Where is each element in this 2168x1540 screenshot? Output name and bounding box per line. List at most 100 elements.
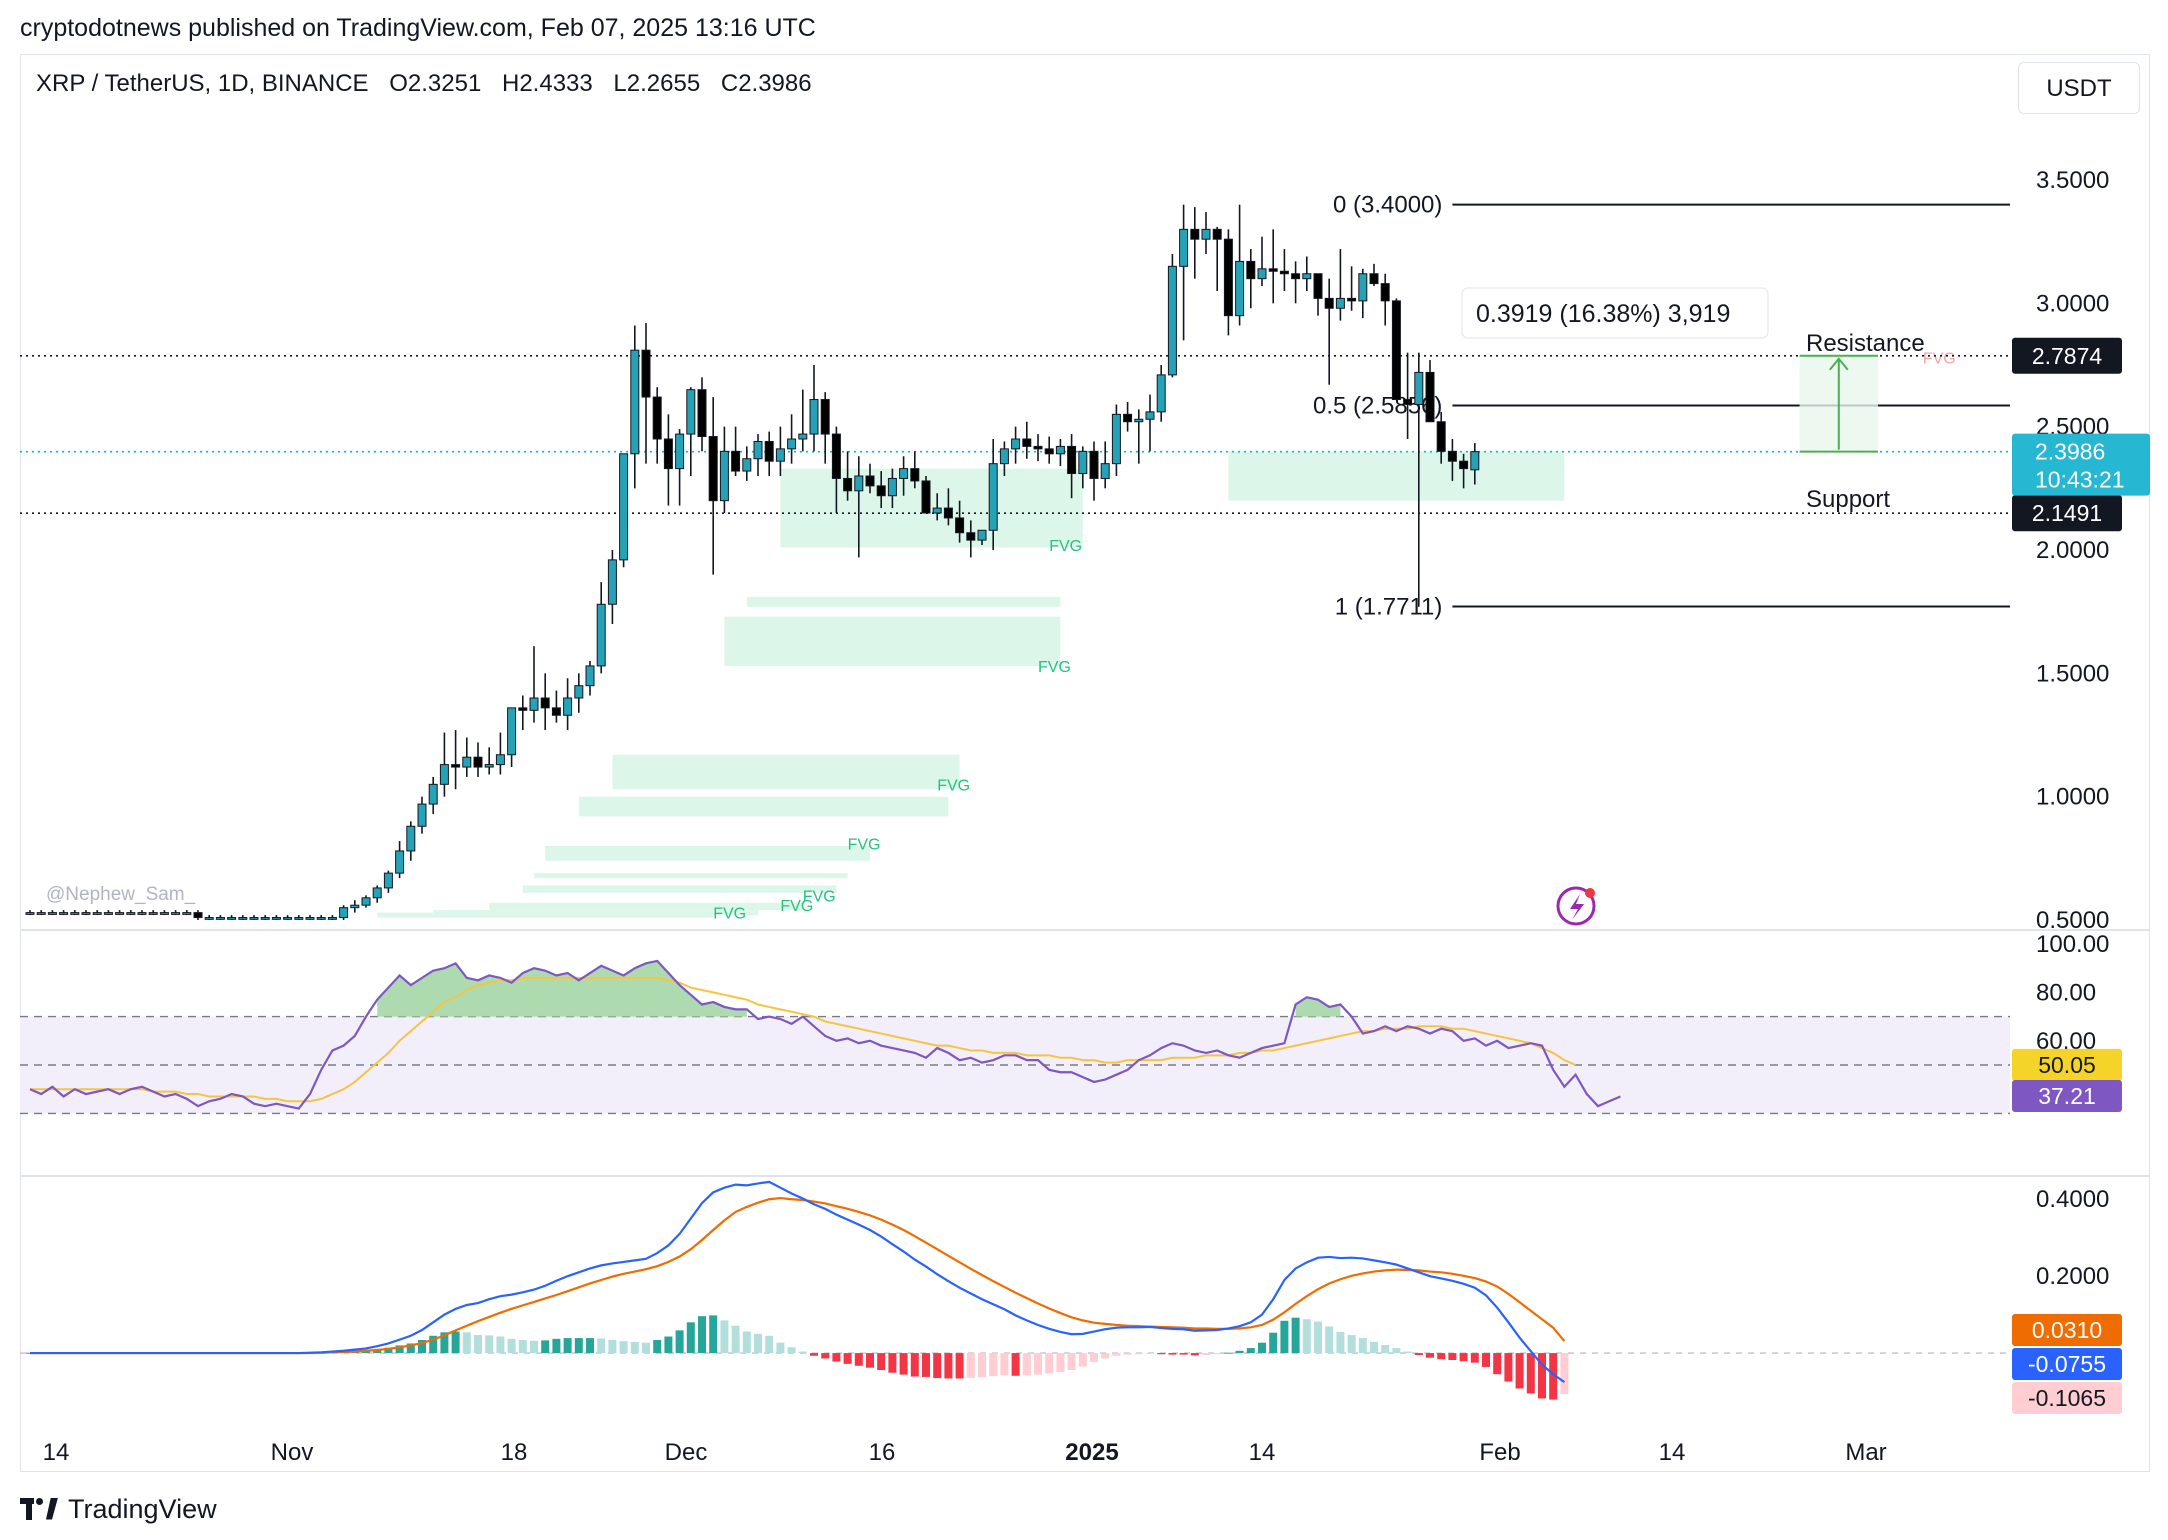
time-axis-tick: Dec — [665, 1439, 708, 1466]
price-axis-tick: 0.5000 — [2036, 907, 2109, 934]
candle-body — [495, 754, 505, 766]
candle-body — [585, 665, 595, 687]
last-price-badge-bg — [2012, 433, 2150, 496]
macd-histogram-bar — [653, 1340, 662, 1354]
macd-histogram-bar — [1168, 1353, 1177, 1355]
macd-axis-tick: 0.4000 — [2036, 1186, 2109, 1213]
macd-histogram-bar — [686, 1322, 695, 1354]
candle-body — [753, 440, 763, 460]
macd-histogram-bar — [821, 1353, 830, 1359]
candle-body — [708, 436, 718, 502]
candle-body — [1380, 283, 1390, 302]
candle-body — [1123, 413, 1133, 423]
candle-body — [809, 399, 819, 435]
candle-body — [36, 912, 46, 915]
macd-histogram-bar — [1090, 1353, 1098, 1362]
candle-body — [775, 448, 785, 462]
macd-histogram-bar — [1403, 1351, 1412, 1354]
candle-body — [831, 433, 841, 479]
symbol-pair[interactable]: XRP / TetherUS, 1D, BINANCE — [36, 70, 369, 97]
macd-histogram-bar — [776, 1342, 785, 1354]
macd-histogram-bar — [1291, 1317, 1300, 1354]
candle-body — [1055, 445, 1065, 455]
macd-histogram-bar — [1224, 1352, 1233, 1354]
candle-body — [955, 517, 965, 534]
candle-body — [395, 850, 405, 874]
candle-body — [574, 685, 584, 699]
candle-body — [876, 485, 886, 497]
macd-hist-badge-bg — [2012, 1382, 2122, 1414]
resistance-badge: 2.7874 — [2032, 343, 2103, 369]
macd-histogram-bar — [541, 1340, 550, 1354]
candle-body — [204, 917, 214, 920]
candle-body — [1313, 273, 1323, 299]
macd-histogram-bar — [787, 1347, 796, 1354]
countdown-badge: 10:43:21 — [2035, 467, 2125, 493]
candle-body — [966, 532, 976, 541]
candle-body — [607, 559, 617, 605]
time-axis-tick: 14 — [1659, 1439, 1686, 1466]
candle-body — [820, 399, 830, 435]
candle-body — [1078, 450, 1088, 475]
candle-body — [619, 453, 629, 561]
macd-histogram-bar — [496, 1336, 505, 1354]
watermark: @Nephew_Sam_ — [46, 884, 196, 905]
macd-axis-tick: 0.2000 — [2036, 1263, 2109, 1290]
candle-body — [663, 438, 673, 470]
macd-histogram-bar — [451, 1331, 460, 1354]
candle-body — [25, 912, 35, 915]
time-axis-tick: 16 — [869, 1439, 896, 1466]
macd-histogram-bar — [552, 1338, 561, 1354]
candle-body — [59, 912, 69, 915]
macd-histogram-bar — [1325, 1326, 1334, 1354]
macd-histogram-bar — [731, 1325, 740, 1354]
fvg-zone — [578, 796, 949, 817]
fvg-label: FVG — [1923, 351, 1956, 368]
candle-body — [171, 912, 181, 915]
tradingview-logo[interactable]: TradingView — [20, 1494, 217, 1525]
macd-histogram-bar — [810, 1353, 818, 1356]
candle-body — [1268, 268, 1278, 272]
macd-histogram-bar — [1157, 1353, 1166, 1355]
macd-hist-badge: -0.1065 — [2028, 1385, 2106, 1411]
macd-histogram-bar — [1078, 1353, 1087, 1367]
fvg-zone — [1228, 451, 1565, 501]
candle-body — [910, 468, 920, 482]
candle-body — [977, 529, 987, 541]
macd-histogram-bar — [1538, 1353, 1546, 1399]
candle-body — [1257, 268, 1267, 280]
candle-body — [81, 912, 91, 915]
fvg-label: FVG — [1038, 659, 1071, 676]
candle-body — [417, 803, 427, 827]
macd-histogram-bar — [922, 1353, 930, 1377]
macd-histogram-bar — [1034, 1353, 1042, 1375]
macd-histogram-bar — [1112, 1353, 1121, 1356]
last-price-badge: 2.3986 — [2035, 439, 2105, 465]
macd-histogram-bar — [1213, 1353, 1222, 1355]
chart-frame — [20, 54, 2150, 1472]
time-axis-tick: 14 — [1249, 1439, 1276, 1466]
candle-body — [294, 917, 304, 920]
currency-button[interactable]: USDT — [2018, 62, 2140, 114]
candle-body — [327, 917, 337, 920]
macd-histogram-bar — [563, 1338, 572, 1354]
rsi-ma-badge-bg — [2012, 1048, 2122, 1081]
macd-histogram-bar — [709, 1315, 718, 1354]
candle-body — [1156, 374, 1166, 413]
candle-body — [1291, 273, 1301, 280]
rsi-axis-tick: 80.00 — [2036, 979, 2096, 1006]
candle-body — [361, 897, 371, 906]
rsi-badge: 37.21 — [2038, 1083, 2096, 1109]
symbol-legend[interactable]: XRP / TetherUS, 1D, BINANCE O2.3251 H2.4… — [36, 70, 826, 98]
macd-histogram-bar — [1045, 1353, 1054, 1374]
macd-histogram-bar — [1011, 1353, 1020, 1376]
candle-body — [551, 707, 561, 716]
macd-histogram-bar — [720, 1320, 729, 1354]
macd-histogram-bar — [462, 1332, 471, 1354]
time-axis-tick: 2025 — [1065, 1439, 1118, 1466]
macd-histogram-bar — [933, 1353, 942, 1379]
published-caption: cryptodotnews published on TradingView.c… — [20, 14, 816, 42]
macd-histogram-bar — [1190, 1353, 1199, 1356]
macd-histogram-bar — [944, 1353, 953, 1379]
